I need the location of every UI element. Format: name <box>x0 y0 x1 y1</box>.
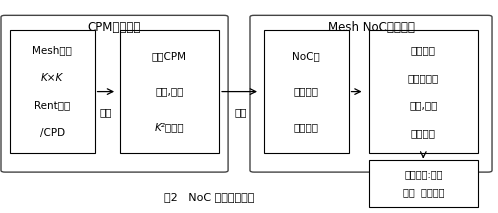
Text: 发包,获得: 发包,获得 <box>409 100 437 110</box>
Bar <box>369 160 478 207</box>
Text: 合成流量: 合成流量 <box>411 128 436 138</box>
Text: Mesh NoC流量生成: Mesh NoC流量生成 <box>328 21 414 34</box>
Text: 所有节点: 所有节点 <box>411 45 436 55</box>
Text: CPM计算程序: CPM计算程序 <box>88 21 141 34</box>
Bar <box>120 30 219 153</box>
FancyBboxPatch shape <box>250 15 492 172</box>
Text: 以均匀速率: 以均匀速率 <box>408 73 439 83</box>
FancyBboxPatch shape <box>1 15 228 172</box>
Text: 距离  包数量等: 距离 包数量等 <box>402 188 444 197</box>
Text: 目的节点: 目的节点 <box>294 122 319 132</box>
Text: 读取: 读取 <box>234 107 247 117</box>
Bar <box>10 30 95 153</box>
Text: 文件,包含: 文件,包含 <box>155 87 183 96</box>
Text: K×K: K×K <box>41 73 63 83</box>
Text: Mesh尺寸: Mesh尺寸 <box>32 45 72 55</box>
Text: 流量CPM: 流量CPM <box>152 51 187 61</box>
Text: 计算: 计算 <box>99 107 112 117</box>
Text: 流量统计:跳步: 流量统计:跳步 <box>404 169 443 179</box>
Bar <box>369 30 478 153</box>
Text: /CPD: /CPD <box>40 128 65 138</box>
Text: NoC各: NoC各 <box>292 51 320 61</box>
Bar <box>264 30 349 153</box>
Text: K²条数据: K²条数据 <box>154 122 184 132</box>
Text: 节点计算: 节点计算 <box>294 87 319 96</box>
Text: 图2   NoC 流量生成流程: 图2 NoC 流量生成流程 <box>164 192 254 202</box>
Text: Rent参数: Rent参数 <box>34 100 70 110</box>
